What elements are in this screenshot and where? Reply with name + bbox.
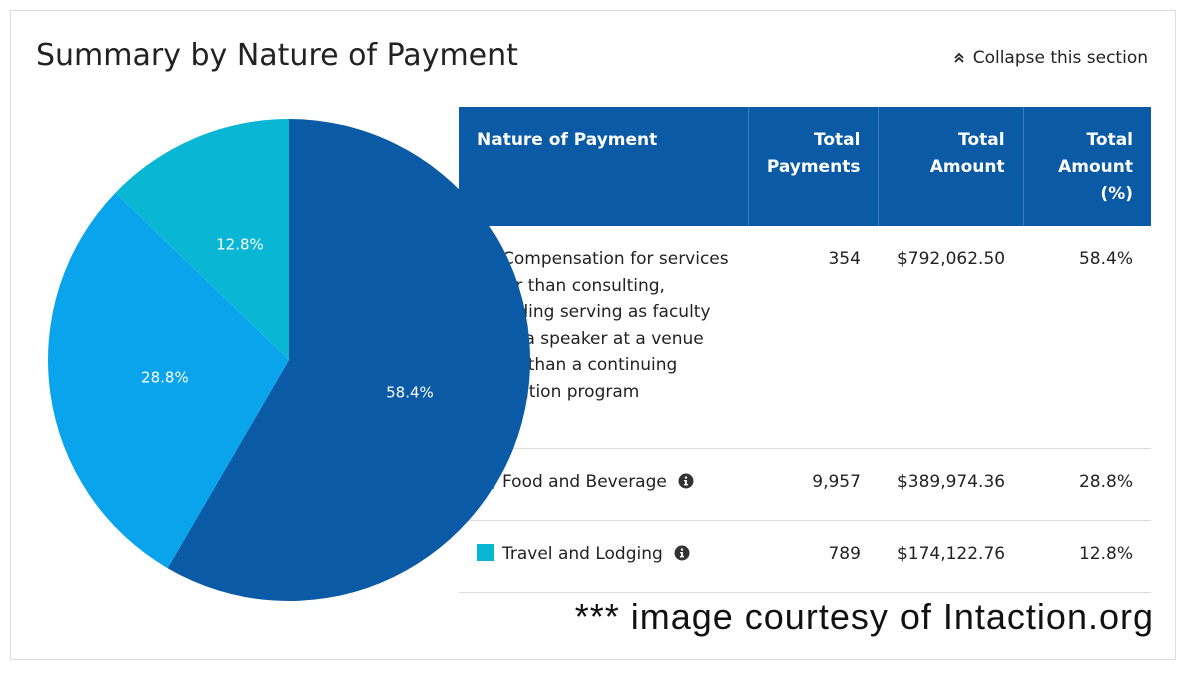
table-row: Compensation for services other than con… [459,226,1151,449]
pie-slice-compensation[interactable] [167,119,530,601]
payment-summary-table: Nature of Payment Total Payments Total A… [459,107,1151,593]
table-header-row: Nature of Payment Total Payments Total A… [459,107,1151,226]
payments-cell: 354 [748,226,879,449]
nature-label: Food and Beverage [502,471,667,492]
pie-slice-travel-and-lodging[interactable] [115,119,290,360]
watermark-text: *** image courtesy of Intaction.org [574,596,1154,637]
collapse-label: Collapse this section [972,48,1148,68]
page-title: Summary by Nature of Payment [36,38,518,73]
amount-cell: $174,122.76 [878,520,1024,593]
nature-cell: Travel and Lodging [459,520,749,593]
percent-cell: 28.8% [1023,448,1151,521]
chevron-double-up-icon [954,52,964,63]
table-row: Travel and Lodging 789 $174,122.76 12.8% [459,520,1151,593]
info-icon[interactable] [674,545,690,561]
column-header-total-payments[interactable]: Total Payments [748,107,880,226]
amount-cell: $389,974.36 [878,448,1024,521]
payments-cell: 789 [748,520,879,593]
payments-cell: 9,957 [748,448,879,521]
column-header-nature[interactable]: Nature of Payment [459,107,749,226]
percent-cell: 12.8% [1023,520,1151,593]
nature-label: Travel and Lodging [502,543,663,564]
collapse-section-link[interactable]: Collapse this section [953,48,1148,68]
column-header-total-amount-percent[interactable]: Total Amount (%) [1023,107,1151,226]
column-header-total-amount[interactable]: Total Amount [878,107,1024,226]
info-icon[interactable] [678,473,694,489]
legend-swatch [477,543,494,561]
percent-cell: 58.4% [1023,226,1151,449]
amount-cell: $792,062.50 [878,226,1024,449]
table-row: Food and Beverage 9,957 $389,974.36 28.8… [459,448,1151,521]
pie-slice-food-and-beverage[interactable] [47,192,289,569]
